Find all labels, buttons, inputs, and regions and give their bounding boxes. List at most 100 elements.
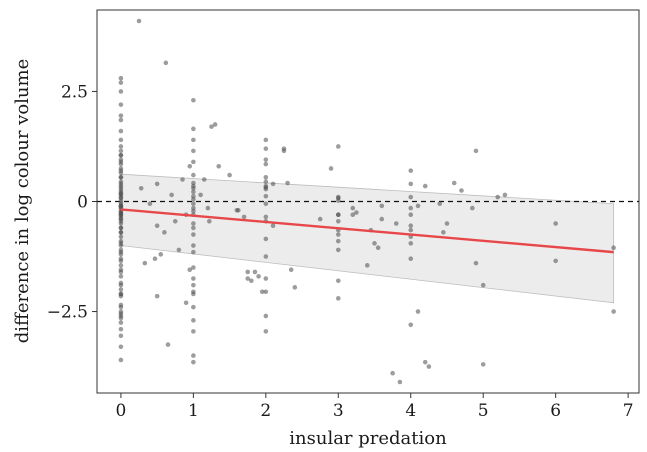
- data-point: [249, 278, 254, 284]
- data-point: [191, 148, 196, 154]
- data-point: [118, 181, 124, 187]
- data-point: [480, 362, 486, 367]
- data-point: [502, 192, 508, 198]
- points-layer: [118, 18, 616, 385]
- data-point: [154, 293, 160, 299]
- data-point: [172, 219, 178, 224]
- data-point: [335, 278, 341, 284]
- data-point: [118, 89, 124, 94]
- x-tick-label: 6: [550, 401, 561, 421]
- data-point: [422, 183, 428, 189]
- data-point: [152, 256, 158, 262]
- y-tick-label: −2.5: [47, 303, 88, 323]
- data-point: [118, 249, 124, 255]
- data-point: [263, 193, 269, 199]
- y-axis: 2.5 0 −2.5: [47, 82, 97, 323]
- data-point: [118, 159, 124, 165]
- data-point: [350, 205, 356, 211]
- data-point: [408, 256, 414, 262]
- data-point: [335, 198, 341, 203]
- data-point: [118, 144, 124, 149]
- data-point: [191, 291, 196, 297]
- data-point: [350, 212, 356, 218]
- data-point: [473, 148, 479, 154]
- data-point: [118, 194, 124, 200]
- data-point: [118, 311, 124, 317]
- data-point: [118, 234, 124, 240]
- data-point: [415, 309, 421, 314]
- data-point: [335, 296, 341, 301]
- data-point: [118, 315, 124, 321]
- data-point: [118, 225, 124, 231]
- data-point: [191, 196, 196, 202]
- data-point: [393, 221, 399, 226]
- data-point: [379, 203, 385, 209]
- data-point: [118, 117, 124, 123]
- x-tick-label: 4: [405, 401, 416, 421]
- data-point: [163, 60, 169, 66]
- data-point: [154, 223, 160, 229]
- data-point: [191, 208, 196, 214]
- data-point: [191, 97, 196, 103]
- data-point: [426, 364, 432, 369]
- data-point: [191, 276, 196, 281]
- data-point: [191, 359, 196, 365]
- data-point: [245, 269, 251, 275]
- data-point: [205, 205, 211, 211]
- data-point: [118, 203, 124, 209]
- data-point: [191, 221, 196, 226]
- data-point: [118, 344, 124, 350]
- data-point: [372, 241, 377, 246]
- data-point: [136, 18, 142, 24]
- data-point: [235, 208, 241, 213]
- data-point: [241, 214, 247, 220]
- data-point: [441, 230, 446, 235]
- data-point: [263, 329, 269, 334]
- data-point: [408, 322, 414, 328]
- x-axis: 0 1 2 3 4 5 6 7: [115, 393, 634, 421]
- data-point: [118, 263, 124, 268]
- fit-line-layer: [120, 208, 614, 254]
- data-point: [191, 282, 196, 288]
- data-point: [191, 249, 196, 255]
- data-point: [335, 247, 341, 253]
- data-point: [118, 102, 124, 107]
- x-axis-label: insular predation: [289, 428, 447, 449]
- data-point: [191, 185, 196, 191]
- data-point: [408, 194, 414, 200]
- data-point: [191, 225, 196, 231]
- data-point: [176, 247, 182, 253]
- data-point: [288, 267, 294, 273]
- x-tick-label: 1: [188, 401, 199, 421]
- data-point: [451, 180, 457, 186]
- data-point: [375, 245, 381, 251]
- x-tick-label: 3: [333, 401, 344, 421]
- data-point: [408, 205, 414, 211]
- data-point: [473, 260, 479, 266]
- data-point: [169, 192, 174, 198]
- data-point: [480, 282, 486, 288]
- data-point: [354, 210, 359, 215]
- data-point: [118, 190, 124, 195]
- data-point: [118, 168, 124, 173]
- data-point: [263, 146, 269, 151]
- data-point: [118, 357, 124, 363]
- data-point: [118, 212, 124, 218]
- data-point: [118, 282, 124, 288]
- data-point: [470, 205, 475, 211]
- data-point: [118, 274, 124, 279]
- data-point: [180, 177, 185, 182]
- data-point: [270, 223, 276, 229]
- y-tick-label: 2.5: [61, 82, 88, 102]
- data-point: [263, 179, 269, 184]
- data-point: [191, 265, 196, 270]
- data-point: [207, 219, 212, 224]
- y-axis-label: difference in log colour volume: [12, 59, 33, 343]
- data-point: [256, 274, 261, 279]
- data-point: [118, 230, 124, 235]
- data-point: [263, 289, 269, 295]
- y-tick-label: 0: [77, 193, 88, 213]
- data-point: [191, 318, 196, 323]
- data-point: [118, 152, 124, 158]
